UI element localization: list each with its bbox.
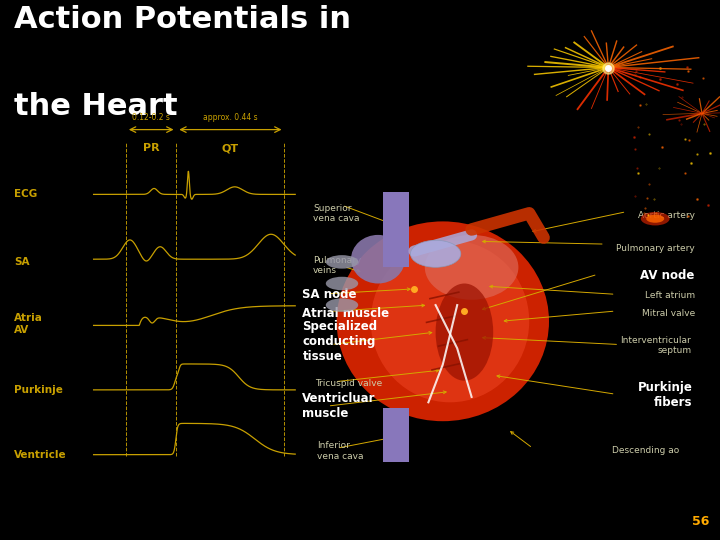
Ellipse shape — [371, 240, 529, 402]
Ellipse shape — [410, 240, 461, 267]
Ellipse shape — [351, 235, 405, 284]
Text: Purkinje: Purkinje — [14, 385, 63, 395]
Text: Purkinje
fibers: Purkinje fibers — [638, 381, 693, 409]
Text: QT: QT — [222, 143, 239, 153]
Text: Superior
vena cava: Superior vena cava — [313, 204, 360, 223]
Text: Ventricle: Ventricle — [14, 450, 67, 460]
Text: ECG: ECG — [14, 190, 37, 199]
Text: SA: SA — [14, 257, 30, 267]
Text: Aortic artery: Aortic artery — [638, 212, 695, 220]
Text: 0.12-0.2 s: 0.12-0.2 s — [132, 112, 170, 122]
Ellipse shape — [647, 214, 665, 222]
Text: AV node: AV node — [640, 269, 695, 282]
Text: the Heart: the Heart — [14, 92, 178, 121]
Text: Atria
AV: Atria AV — [14, 313, 43, 335]
Ellipse shape — [436, 284, 493, 381]
Ellipse shape — [325, 298, 359, 312]
Text: Inferior
vena cava: Inferior vena cava — [317, 441, 364, 461]
Text: Interventricular
septum: Interventricular septum — [621, 336, 691, 355]
Text: Descending ao: Descending ao — [612, 447, 679, 455]
Text: Pulmonary
veins: Pulmonary veins — [313, 256, 361, 275]
Text: Pulmonary artery: Pulmonary artery — [616, 244, 695, 253]
Text: approx. 0.44 s: approx. 0.44 s — [203, 112, 258, 122]
Ellipse shape — [337, 221, 549, 421]
Text: PR: PR — [143, 143, 160, 153]
Ellipse shape — [641, 212, 670, 226]
Text: 56: 56 — [692, 515, 709, 528]
FancyBboxPatch shape — [383, 192, 409, 267]
Ellipse shape — [325, 255, 359, 268]
Text: Specialized
conducting
tissue: Specialized conducting tissue — [302, 320, 377, 363]
Text: Atrial muscle: Atrial muscle — [302, 307, 390, 320]
Text: Left atrium: Left atrium — [644, 292, 695, 300]
FancyBboxPatch shape — [383, 408, 409, 462]
Ellipse shape — [325, 276, 359, 291]
Text: Mitral valve: Mitral valve — [642, 309, 695, 318]
Text: Ventricluar
muscle: Ventricluar muscle — [302, 392, 376, 420]
Ellipse shape — [425, 235, 518, 300]
Text: SA node: SA node — [302, 288, 357, 301]
Text: Action Potentials in: Action Potentials in — [14, 5, 351, 35]
Text: Tricuspid valve: Tricuspid valve — [315, 379, 382, 388]
